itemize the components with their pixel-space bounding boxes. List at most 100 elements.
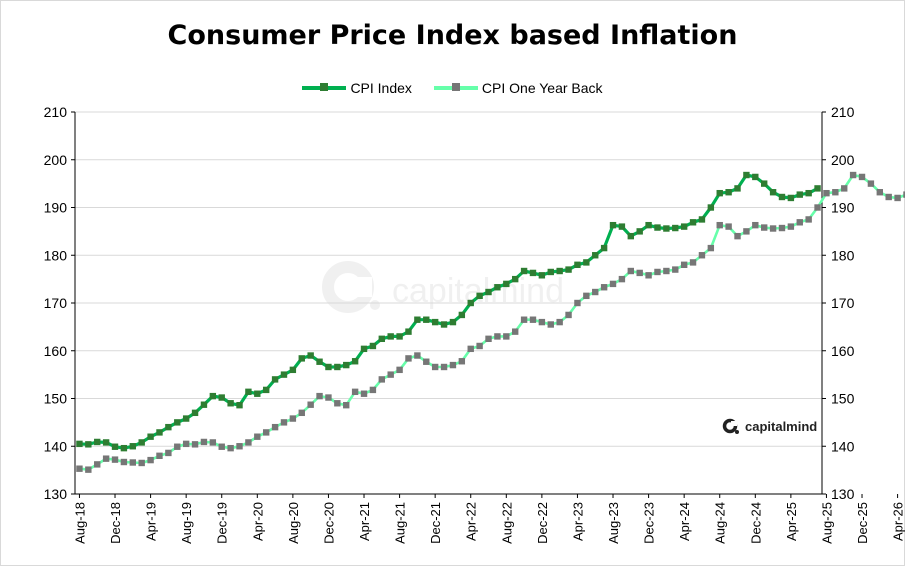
data-point-cpi-one-year-back [298, 409, 305, 417]
data-point-cpi-index [511, 275, 519, 283]
data-point-cpi-one-year-back [129, 459, 137, 466]
legend-label-cpi-one-year-back: CPI One Year Back [481, 80, 603, 96]
data-point-cpi-one-year-back [165, 449, 172, 457]
data-point-cpi-one-year-back [565, 311, 572, 319]
data-point-cpi-index [254, 390, 261, 397]
data-point-cpi-index [547, 268, 554, 276]
data-point-cpi-index [627, 232, 635, 240]
data-point-cpi-one-year-back [663, 267, 670, 275]
x-tick-label: Apr-24 [677, 502, 692, 541]
y-tick-label-left: 130 [44, 486, 68, 502]
data-point-cpi-one-year-back [431, 363, 439, 371]
y-tick-label-left: 150 [44, 391, 68, 407]
data-point-cpi-one-year-back [894, 194, 901, 202]
data-point-cpi-index [698, 216, 706, 223]
data-point-cpi-one-year-back [769, 225, 777, 232]
x-tick-label: Dec-20 [321, 502, 336, 544]
data-point-cpi-one-year-back [334, 400, 341, 407]
data-point-cpi-index [618, 223, 626, 230]
data-point-cpi-index [565, 266, 572, 273]
data-point-cpi-index [654, 224, 661, 231]
data-point-cpi-index [280, 371, 288, 378]
x-tick-label: Dec-19 [215, 502, 230, 544]
data-point-cpi-index [689, 219, 697, 226]
data-point-cpi-index [609, 221, 617, 229]
x-tick-label: Aug-22 [499, 502, 514, 544]
data-point-cpi-one-year-back [94, 461, 101, 468]
data-point-cpi-index [174, 419, 181, 426]
data-point-cpi-one-year-back [849, 171, 857, 179]
data-point-cpi-one-year-back [414, 352, 421, 359]
watermark-logo: capitalmind [322, 261, 564, 313]
data-point-cpi-index [458, 311, 466, 319]
data-point-cpi-one-year-back [405, 355, 412, 362]
data-point-cpi-index [752, 173, 759, 181]
data-point-cpi-index [414, 316, 421, 323]
x-tick-label: Apr-19 [144, 502, 159, 541]
chart-legend: CPI Index CPI One Year Back [0, 80, 905, 96]
series-line-cpi-index [79, 173, 819, 450]
data-point-cpi-one-year-back [574, 299, 581, 307]
data-point-cpi-one-year-back [520, 316, 528, 323]
x-tick-label: Apr-25 [784, 502, 799, 541]
data-point-cpi-one-year-back [316, 392, 323, 400]
data-point-cpi-one-year-back [182, 440, 190, 448]
data-point-cpi-index [592, 252, 599, 259]
x-tick-label: Aug-24 [713, 502, 728, 544]
data-point-cpi-index [236, 401, 243, 409]
data-point-cpi-one-year-back [289, 415, 297, 422]
data-point-cpi-index [796, 191, 803, 198]
data-point-cpi-one-year-back [494, 333, 501, 340]
legend-item-cpi-index[interactable]: CPI Index [302, 80, 412, 96]
data-point-cpi-index [734, 185, 741, 192]
data-point-cpi-index [503, 280, 510, 288]
data-point-cpi-index [494, 284, 501, 291]
data-point-cpi-index [138, 439, 145, 446]
data-point-cpi-index [707, 204, 715, 211]
data-point-cpi-one-year-back [689, 259, 697, 266]
data-point-cpi-one-year-back [805, 216, 812, 223]
data-point-cpi-one-year-back [618, 275, 626, 283]
data-point-cpi-index [387, 333, 394, 340]
y-tick-label-left: 180 [44, 247, 68, 263]
data-point-cpi-one-year-back [538, 318, 546, 326]
x-tick-label: Apr-20 [250, 502, 265, 541]
y-tick-label-left: 170 [44, 295, 68, 311]
data-point-cpi-one-year-back [138, 459, 145, 467]
data-point-cpi-one-year-back [280, 419, 288, 426]
data-point-cpi-one-year-back [120, 458, 128, 466]
legend-item-cpi-one-year-back[interactable]: CPI One Year Back [433, 80, 603, 96]
data-point-cpi-index [147, 433, 154, 440]
data-point-cpi-index [672, 224, 679, 232]
data-point-cpi-one-year-back [191, 441, 199, 448]
y-tick-label-right: 210 [831, 104, 855, 120]
data-point-cpi-index [663, 225, 670, 232]
data-point-cpi-index [271, 376, 279, 383]
x-tick-label: Apr-23 [570, 502, 585, 541]
y-tick-label-left: 160 [44, 343, 68, 359]
data-point-cpi-one-year-back [111, 456, 119, 463]
data-point-cpi-index [396, 333, 403, 340]
data-point-cpi-one-year-back [876, 189, 884, 196]
data-point-cpi-one-year-back [236, 443, 243, 450]
data-point-cpi-one-year-back [458, 358, 466, 365]
y-tick-label-left: 200 [44, 152, 68, 168]
data-point-cpi-one-year-back [609, 280, 617, 288]
data-point-cpi-index [449, 318, 457, 326]
data-point-cpi-index [129, 443, 137, 450]
data-point-cpi-one-year-back [200, 438, 208, 446]
data-point-cpi-index [814, 185, 821, 192]
data-point-cpi-index [316, 358, 323, 365]
data-point-cpi-one-year-back [254, 433, 261, 440]
data-point-cpi-index [165, 423, 172, 431]
data-point-cpi-one-year-back [716, 221, 723, 229]
data-point-cpi-index [440, 321, 448, 328]
data-point-cpi-one-year-back [378, 376, 386, 383]
data-point-cpi-index [645, 221, 652, 229]
data-point-cpi-one-year-back [369, 386, 377, 394]
data-point-cpi-one-year-back [503, 333, 510, 340]
y-tick-label-right: 180 [831, 247, 855, 263]
data-point-cpi-index [209, 392, 217, 400]
y-tick-label-right: 190 [831, 200, 855, 216]
data-point-cpi-one-year-back [102, 455, 110, 462]
